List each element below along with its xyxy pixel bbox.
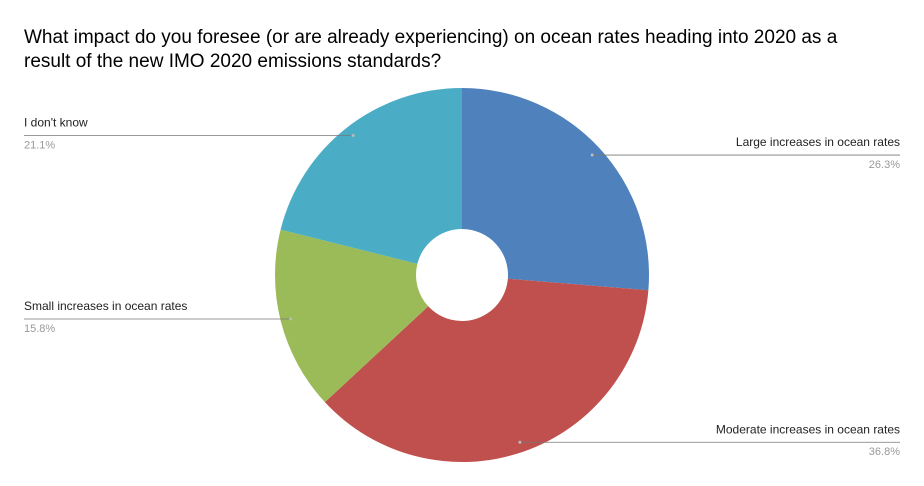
slice-label: I don't know [24,116,88,130]
leader-dot [518,440,522,444]
leader-dot [590,153,594,157]
slice-label: Large increases in ocean rates [736,135,900,149]
pie-slice [280,88,462,264]
slice-label: Small increases in ocean rates [24,299,187,313]
chart-title: result of the new IMO 2020 emissions sta… [24,51,441,72]
chart-title: What impact do you foresee (or are alrea… [24,27,838,48]
leader-dot [351,133,355,137]
pie-slice [275,229,429,403]
slice-value: 36.8% [869,446,900,458]
slice-label: Moderate increases in ocean rates [716,422,900,436]
slice-value: 21.1% [24,139,55,151]
slice-value: 26.3% [869,159,900,171]
leader-dot [289,317,293,321]
pie-slice [462,88,649,291]
pie-slice [324,278,649,462]
slice-value: 15.8% [24,323,55,335]
